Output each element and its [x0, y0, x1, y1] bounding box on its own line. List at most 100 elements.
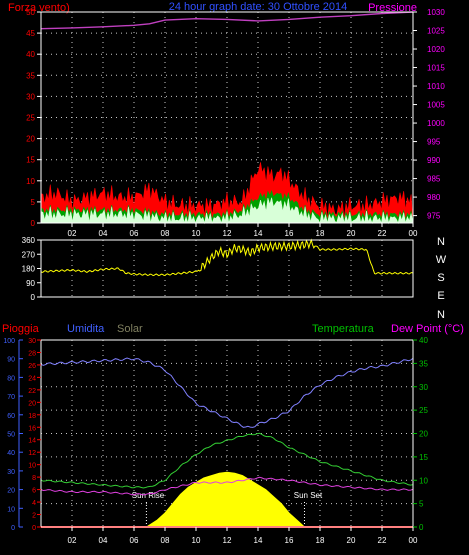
wind-ytick-label: 20 [26, 135, 35, 144]
rain-title: Pioggia [2, 323, 40, 335]
rain-ytick-label: 0 [32, 525, 36, 532]
climate-panel-xtick-label: 10 [192, 536, 201, 545]
temperature-ytick-label: 30 [419, 383, 428, 392]
pressure-ytick-label: 1025 [427, 27, 445, 36]
climate-panel-xtick-label: 20 [347, 536, 356, 545]
rain-ytick-label: 18 [28, 413, 36, 420]
pressure-ytick-label: 990 [427, 156, 441, 165]
climate-panel-xtick-label: 00 [409, 536, 418, 545]
wind-panel-xtick-label: 14 [254, 229, 263, 238]
climate-panel-xtick-label: 02 [68, 536, 77, 545]
wind-title: Forza vento) [8, 2, 70, 14]
humidity-ytick-label: 40 [7, 450, 15, 457]
wind-ytick-label: 15 [26, 156, 35, 165]
climate-panel-xtick-label: 22 [378, 536, 387, 545]
temperature-ytick-label: 25 [419, 406, 428, 415]
rain-ytick-label: 6 [32, 488, 36, 495]
pressure-ytick-label: 985 [427, 175, 441, 184]
humidity-ytick-label: 80 [7, 375, 15, 382]
climate-panel-xtick-label: 14 [254, 536, 263, 545]
rain-ytick-label: 8 [32, 475, 36, 482]
compass-label-w: W [436, 254, 447, 266]
rain-ytick-label: 20 [28, 400, 36, 407]
rain-ytick-label: 28 [28, 350, 36, 357]
wind-panel-xtick-label: 04 [99, 229, 108, 238]
wind-panel-xtick-label: 20 [347, 229, 356, 238]
chart-title: 24 hour graph date: 30 Ottobre 2014 [169, 1, 348, 13]
compass-label-s: S [437, 272, 444, 284]
wind-panel-xtick-label: 18 [316, 229, 325, 238]
wind-panel-xtick-label: 06 [130, 229, 139, 238]
temperature-title: Temperatura [312, 323, 375, 335]
compass-label-e: E [437, 290, 444, 302]
compass-label-n: N [437, 236, 445, 248]
rain-ytick-label: 4 [32, 500, 36, 507]
humidity-ytick-label: 70 [7, 394, 15, 401]
rain-ytick-label: 22 [28, 388, 36, 395]
wind-ytick-label: 25 [26, 114, 35, 123]
wind-ytick-label: 40 [26, 50, 35, 59]
pressure-title: Pressione [368, 2, 417, 14]
pressure-ytick-label: 1030 [427, 8, 445, 17]
pressure-ytick-label: 980 [427, 193, 441, 202]
humidity-ytick-label: 100 [3, 338, 15, 345]
wind-average-area [40, 189, 414, 224]
wind-ytick-label: 45 [26, 29, 35, 38]
temperature-ytick-label: 15 [419, 453, 428, 462]
dewpoint-line [40, 476, 414, 496]
humidity-ytick-label: 60 [7, 413, 15, 420]
wind-panel-xtick-label: 00 [409, 229, 418, 238]
solar-title: Solar [117, 323, 143, 335]
humidity-ytick-label: 0 [11, 525, 15, 532]
climate-panel-xtick-label: 16 [285, 536, 294, 545]
temperature-ytick-label: 35 [419, 359, 428, 368]
wind-ytick-label: 10 [26, 177, 35, 186]
rain-ytick-label: 24 [28, 375, 36, 382]
sunrise-label: Sun Rise [132, 491, 165, 500]
temperature-ytick-label: 0 [419, 523, 424, 532]
humidity-ytick-label: 30 [7, 469, 15, 476]
wind-panel-xtick-label: 12 [223, 229, 232, 238]
wind-ytick-label: 0 [31, 219, 36, 228]
pressure-ytick-label: 1005 [427, 101, 445, 110]
rain-ytick-label: 14 [28, 438, 36, 445]
climate-panel-xtick-label: 08 [161, 536, 170, 545]
wind-gust-area [40, 162, 414, 224]
temperature-ytick-label: 40 [419, 336, 428, 345]
pressure-ytick-label: 1010 [427, 82, 445, 91]
direction-ytick-label: 180 [22, 265, 36, 274]
solar-area [144, 471, 306, 528]
wind-panel-xtick-label: 16 [285, 229, 294, 238]
climate-panel-xtick-label: 12 [223, 536, 232, 545]
pressure-ytick-label: 1020 [427, 45, 445, 54]
humidity-ytick-label: 10 [7, 506, 15, 513]
wind-panel-xtick-label: 10 [192, 229, 201, 238]
climate-panel-xtick-label: 04 [99, 536, 108, 545]
wind-direction-line [40, 238, 414, 277]
direction-ytick-label: 360 [22, 236, 36, 245]
humidity-ytick-label: 20 [7, 488, 15, 495]
rain-ytick-label: 16 [28, 425, 36, 432]
wind-ytick-label: 35 [26, 71, 35, 80]
pressure-ytick-label: 1015 [427, 64, 445, 73]
temperature-ytick-label: 20 [419, 430, 428, 439]
temperature-ytick-label: 10 [419, 476, 428, 485]
pressure-line [40, 11, 414, 30]
rain-ytick-label: 26 [28, 363, 36, 370]
wind-panel-xtick-label: 02 [68, 229, 77, 238]
humidity-ytick-label: 50 [7, 432, 15, 439]
pressure-ytick-label: 1000 [427, 119, 445, 128]
humidity-title: Umidita [67, 323, 105, 335]
rain-ytick-label: 30 [28, 338, 36, 345]
temperature-line [40, 432, 414, 489]
wind-panel-xtick-label: 22 [378, 229, 387, 238]
wind-speed-area [40, 197, 414, 225]
rain-ytick-label: 2 [32, 513, 36, 520]
direction-ytick-label: 90 [26, 279, 35, 288]
temperature-ytick-label: 5 [419, 500, 424, 509]
wind-ytick-label: 50 [26, 8, 35, 17]
humidity-ytick-label: 90 [7, 357, 15, 364]
wind-ytick-label: 30 [26, 92, 35, 101]
pressure-ytick-label: 995 [427, 138, 441, 147]
